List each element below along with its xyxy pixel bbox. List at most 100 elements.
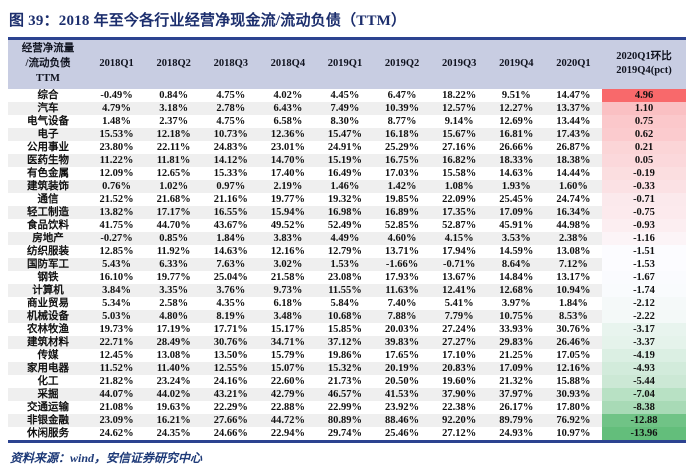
value-cell: 52.85%	[385, 219, 420, 231]
industry-name: 国防军工	[8, 257, 88, 271]
value-cell: 34.71%	[259, 335, 317, 349]
industry-name: 商业贸易	[27, 297, 69, 309]
value-cell: 0.76%	[88, 179, 146, 193]
pct-change-cell: -12.88	[602, 413, 686, 427]
industry-name: 家用电器	[8, 361, 88, 375]
value-cell: 0.85%	[145, 231, 203, 245]
column-header: 2018Q2	[145, 38, 203, 89]
pct-change-cell: -1.74	[602, 283, 686, 297]
value-cell: 4.75%	[216, 89, 246, 101]
value-cell: 19.85%	[385, 193, 420, 205]
industry-name: 休闲服务	[27, 427, 69, 439]
value-cell: 22.88%	[270, 401, 305, 413]
value-cell: 19.77%	[270, 193, 305, 205]
value-cell: 17.94%	[442, 245, 477, 257]
value-cell: 4.80%	[145, 309, 203, 323]
value-cell: 8.77%	[387, 115, 417, 127]
value-cell: 25.29%	[385, 141, 420, 153]
value-cell: 12.68%	[487, 283, 545, 297]
value-cell: 16.81%	[487, 127, 545, 141]
value-cell: 17.17%	[145, 205, 203, 219]
value-cell: 1.42%	[373, 179, 431, 193]
industry-name: 非银金融	[8, 413, 88, 427]
value-cell: 14.44%	[556, 167, 591, 179]
value-cell: 17.09%	[487, 361, 545, 375]
value-cell: 4.02%	[273, 89, 303, 101]
industry-name: 钢铁	[37, 271, 59, 283]
value-cell: 3.35%	[145, 283, 203, 297]
value-cell: 15.07%	[259, 361, 317, 375]
value-cell: 22.71%	[88, 335, 146, 349]
value-cell: 41.53%	[373, 387, 431, 401]
column-header: 2020Q1	[544, 38, 602, 89]
industry-name: 综合	[37, 89, 59, 101]
value-cell: 23.01%	[270, 141, 305, 153]
value-cell: 13.08%	[156, 349, 191, 361]
value-cell: 7.79%	[430, 309, 488, 323]
value-cell: 1.53%	[316, 257, 374, 271]
value-cell: 16.89%	[373, 205, 431, 219]
value-cell: 30.93%	[544, 387, 602, 401]
industry-name: 轻工制造	[8, 205, 88, 219]
value-cell: 8.30%	[330, 115, 360, 127]
value-cell: 8.53%	[544, 309, 602, 323]
value-cell: 26.66%	[499, 141, 534, 153]
value-cell: 22.09%	[442, 193, 477, 205]
value-cell: 24.93%	[499, 427, 534, 439]
value-cell: 2.19%	[259, 179, 317, 193]
value-cell: 24.74%	[556, 193, 591, 205]
table-row: 商业贸易 5.34% 2.58% 4.35% 6.18% 5.84% 7.40% 5.41% 3…	[8, 296, 686, 310]
value-cell: -1.66%	[373, 257, 431, 271]
column-header: 2019Q1	[316, 38, 374, 89]
value-cell: 6.47%	[387, 89, 417, 101]
value-cell: 15.17%	[270, 323, 305, 335]
value-cell: 0.84%	[159, 89, 189, 101]
pct-change-cell: 0.05	[602, 153, 686, 167]
value-cell: 15.47%	[316, 127, 374, 141]
industry-name: 传媒	[37, 349, 59, 361]
table-row: 休闲服务 24.62% 24.35% 24.66% 22.94% 29.74% 25.46%…	[8, 426, 686, 441]
value-cell: 1.46%	[316, 179, 374, 193]
pct-change-cell: -2.12	[602, 296, 686, 310]
value-cell: 37.97%	[487, 387, 545, 401]
value-cell: 17.93%	[385, 271, 420, 283]
table-row: 交通运输 21.08% 19.63% 22.29% 22.88% 22.99% 23.92%…	[8, 400, 686, 414]
value-cell: 20.03%	[385, 323, 420, 335]
value-cell: 9.51%	[501, 89, 531, 101]
value-cell: 22.60%	[270, 375, 305, 387]
industry-cashflow-table: 经营净流量 /流动负债 TTM 2018Q1 2018Q2 2018Q3 2018Q4 2…	[8, 37, 686, 443]
value-cell: 15.79%	[270, 349, 305, 361]
value-cell: 16.10%	[99, 271, 134, 283]
pct-change-cell: -7.04	[602, 387, 686, 401]
value-cell: 3.76%	[202, 283, 260, 297]
pct-change-cell: -0.33	[602, 179, 686, 193]
value-cell: 24.62%	[99, 427, 134, 439]
value-cell: 14.63%	[499, 167, 534, 179]
value-cell: 15.32%	[316, 361, 374, 375]
value-cell: 3.84%	[88, 283, 146, 297]
column-header: 2019Q2	[373, 38, 431, 89]
table-row: 计算机 3.84% 3.35% 3.76% 9.73% 11.55% 11.63% 12.41…	[8, 283, 686, 297]
value-cell: 10.94%	[544, 283, 602, 297]
table-row: 通信 21.52% 21.68% 21.16% 19.77% 19.32% 19.85% 22…	[8, 192, 686, 206]
value-cell: 19.60%	[442, 375, 477, 387]
industry-name: 通信	[37, 193, 59, 205]
value-cell: 24.83%	[213, 141, 248, 153]
value-cell: 8.64%	[487, 257, 545, 271]
value-cell: 10.75%	[487, 309, 545, 323]
value-cell: 13.71%	[385, 245, 420, 257]
table-row: 化工 21.82% 23.24% 24.16% 22.60% 21.73% 20.50% 19…	[8, 374, 686, 388]
value-cell: 26.46%	[544, 335, 602, 349]
value-cell: 37.90%	[430, 387, 488, 401]
value-cell: 16.34%	[544, 205, 602, 219]
value-cell: 18.22%	[442, 89, 477, 101]
value-cell: 39.83%	[373, 335, 431, 349]
figure-title: 图 39：2018 年至今各行业经营净现金流/流动负债（TTM）	[9, 13, 407, 29]
value-cell: 7.88%	[373, 309, 431, 323]
value-cell: 19.32%	[327, 193, 363, 205]
pct-change-cell: 0.75	[602, 114, 686, 128]
value-cell: 12.65%	[156, 167, 191, 179]
value-cell: 30.76%	[202, 335, 260, 349]
pct-change-cell: 1.10	[602, 101, 686, 115]
value-cell: 27.27%	[430, 335, 488, 349]
